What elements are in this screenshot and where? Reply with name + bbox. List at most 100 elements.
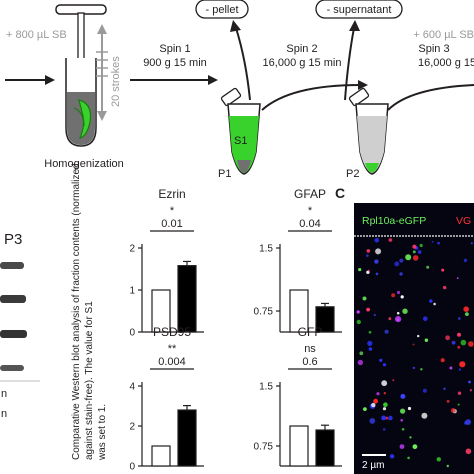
punctum	[463, 258, 468, 263]
bar-s1	[289, 289, 309, 333]
punctum	[440, 358, 445, 363]
micrograph	[354, 203, 474, 474]
significance-mark: *	[308, 205, 313, 217]
punctum	[367, 269, 370, 272]
blot-row-label-2: n	[1, 408, 7, 420]
punctum	[459, 361, 466, 368]
y-tick-label: 0	[129, 328, 135, 339]
punctum	[457, 403, 460, 406]
bar-s1	[289, 425, 309, 467]
punctum	[388, 238, 393, 242]
panel-c-letter: C	[335, 185, 345, 201]
punctum	[396, 290, 401, 295]
punctum	[399, 444, 405, 449]
bar-charts: Ezrin*0.01012GFAP*0.041.50.75PSD95**0.00…	[129, 187, 342, 473]
homogenizer-icon	[55, 4, 107, 147]
bar-axis-caption: Comparative Western blot analysis of fra…	[71, 161, 108, 461]
punctum	[388, 415, 393, 421]
chart-title: Ezrin	[158, 187, 185, 201]
punctum	[443, 285, 447, 290]
y-tick-label: 1	[129, 286, 135, 297]
rpl10a-egfp-label: Rpl10a-eGFP	[362, 215, 426, 227]
punctum	[412, 366, 416, 370]
punctum	[366, 307, 370, 312]
punctum	[356, 310, 360, 314]
punctum	[401, 428, 405, 431]
punctum	[421, 412, 428, 419]
p-value: 0.6	[302, 356, 317, 368]
tube-p1	[220, 87, 261, 175]
punctum	[446, 464, 449, 468]
punctum	[433, 302, 436, 306]
punctum	[419, 243, 423, 248]
punctum	[402, 308, 408, 314]
bar-chart-ezrin: Ezrin *0.01 0 1 2	[129, 187, 204, 339]
significance-mark: *	[170, 205, 175, 217]
spin2-detail: 16,000 g 15 min	[263, 57, 342, 69]
punctum	[399, 258, 404, 263]
bar-chart-gfp: GFP ns0.6 1.5 0.75	[254, 325, 342, 467]
y-tick-label: 0	[129, 462, 135, 473]
arrow-supernatant-out	[344, 20, 360, 101]
punctum	[388, 317, 392, 321]
punctum	[382, 363, 387, 367]
bar-chart-psd95: PSD95 **0.004 0 2 4	[129, 325, 204, 473]
remove-supernatant-label: - supernatant	[327, 4, 392, 16]
tube-p1-label: P1	[218, 168, 231, 180]
punctum	[381, 380, 388, 387]
punctum	[409, 436, 412, 439]
punctum	[394, 261, 400, 267]
punctum	[412, 343, 415, 346]
punctum	[468, 380, 471, 384]
punctum	[469, 389, 473, 392]
punctum	[375, 272, 379, 276]
punctum	[392, 379, 395, 382]
punctum	[362, 296, 367, 301]
arrow-pellet-out	[230, 20, 251, 101]
punctum	[465, 419, 471, 425]
punctum	[384, 329, 389, 334]
tube-p2	[348, 87, 389, 175]
chart-title: GFAP	[294, 187, 326, 201]
buffer-label-800: + 800 µL SB	[6, 29, 67, 41]
punctum	[389, 454, 395, 459]
significance-mark: ns	[304, 343, 316, 355]
punctum	[369, 418, 376, 424]
punctum	[412, 444, 418, 450]
punctum	[374, 237, 380, 243]
bar-chart-gfap: GFAP *0.04 1.5 0.75	[254, 187, 342, 333]
p-value: 0.004	[158, 356, 186, 368]
punctum	[456, 277, 459, 279]
punctum	[382, 407, 387, 411]
spin3-detail: 16,000 g 15 min	[418, 57, 474, 69]
punctum	[379, 358, 383, 362]
punctum	[446, 399, 450, 403]
punctum	[460, 339, 467, 346]
supernatant-pill	[315, 0, 403, 19]
punctum	[449, 366, 453, 370]
chart-title: GFP	[298, 325, 323, 339]
punctum	[357, 359, 364, 366]
punctum	[376, 392, 380, 396]
punctum	[356, 319, 361, 325]
punctum	[424, 338, 429, 342]
punctum	[391, 293, 396, 298]
homogenization-label: Homogenization	[44, 158, 124, 170]
punctum	[400, 295, 404, 299]
spin3-title: Spin 3	[418, 43, 449, 55]
punctum	[463, 306, 470, 313]
punctum	[412, 255, 419, 261]
punctum	[417, 334, 420, 338]
punctum	[457, 332, 461, 337]
bar-axis-caption-line-3: was set to 1.	[97, 404, 108, 461]
punctum	[366, 249, 371, 253]
punctum	[381, 415, 386, 421]
bar-s1	[151, 445, 171, 467]
remove-pellet-label: - pellet	[205, 4, 238, 16]
buffer-label-600: + 600 µL SB	[413, 29, 474, 41]
punctum	[437, 241, 440, 245]
punctum	[373, 398, 378, 404]
punctum	[368, 347, 373, 351]
punctum	[451, 340, 456, 345]
